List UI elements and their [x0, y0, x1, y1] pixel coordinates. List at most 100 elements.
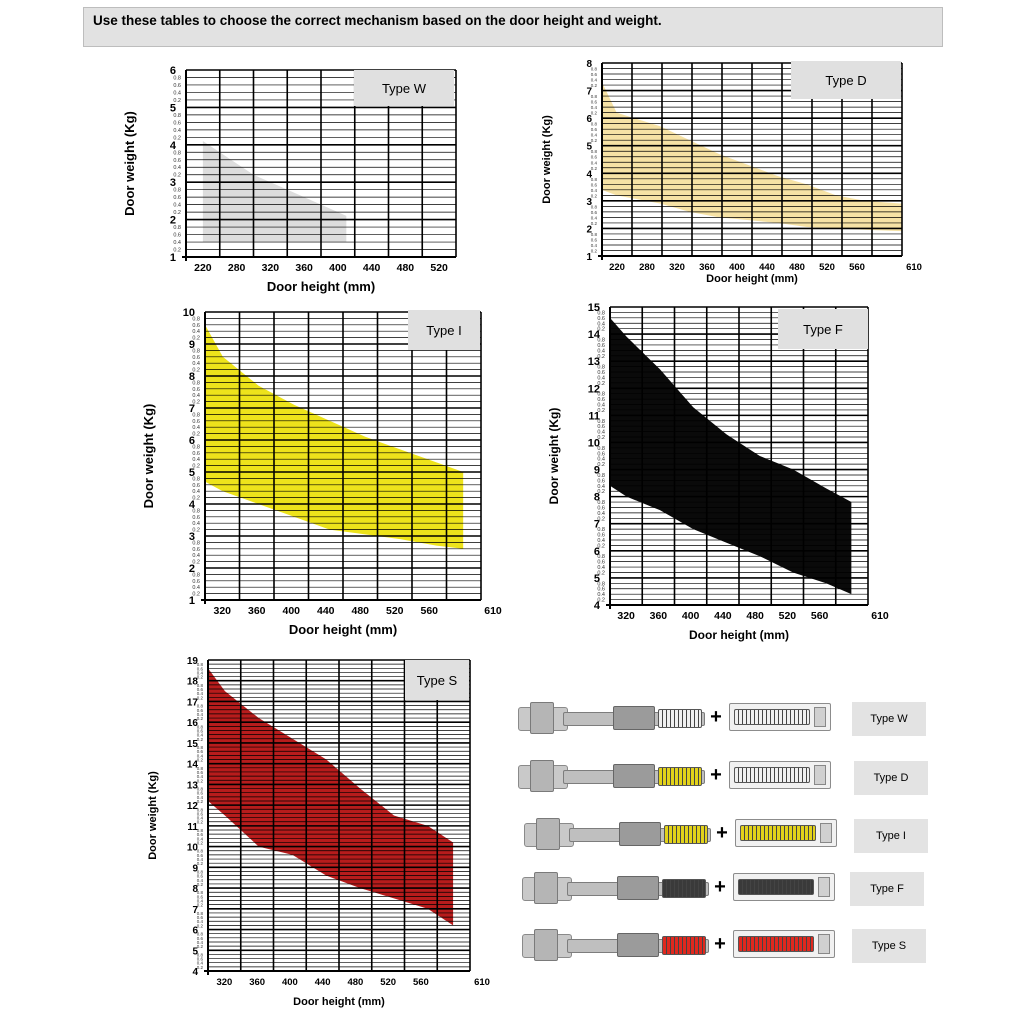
y-tick-label: 19: [187, 656, 199, 667]
minor-tick-label: 0.4: [173, 240, 181, 246]
x-tick-label: 400: [729, 262, 745, 273]
minor-tick-label: 0.8: [591, 67, 598, 72]
minor-tick-label: 0.4: [597, 592, 605, 598]
minor-tick-label: 0.8: [197, 869, 204, 874]
minor-tick-label: 0.6: [197, 666, 204, 671]
spring-coil: [662, 936, 706, 955]
mechanism-row-d: +: [518, 760, 831, 792]
minor-tick-label: 0.2: [597, 354, 605, 360]
minor-tick-label: 0.4: [197, 940, 204, 945]
minor-tick-label: 0.8: [597, 419, 605, 425]
y-tick-label: 9: [594, 465, 600, 477]
minor-tick-label: 0.2: [192, 560, 200, 566]
spring-cylinder-image: [729, 703, 831, 731]
minor-tick-label: 0.8: [597, 554, 605, 560]
minor-tick-label: 0.8: [591, 122, 598, 127]
minor-tick-label: 0.8: [192, 540, 200, 546]
x-tick-label: 520: [819, 262, 835, 273]
minor-tick-label: 0.8: [197, 807, 204, 812]
minor-tick-label: 0.8: [197, 704, 204, 709]
y-axis-label: Door weight (Kg): [141, 404, 156, 509]
instruction-text: Use these tables to choose the correct m…: [93, 13, 662, 28]
minor-tick-label: 0.4: [591, 188, 598, 193]
instruction-banner: Use these tables to choose the correct m…: [83, 7, 943, 47]
minor-tick-label: 0.4: [197, 836, 204, 841]
minor-tick-label: 0.6: [197, 770, 204, 775]
minor-tick-label: 0.6: [597, 587, 605, 593]
minor-tick-label: 0.6: [197, 811, 204, 816]
x-tick-label: 560: [849, 262, 865, 273]
minor-tick-label: 0.2: [197, 903, 204, 908]
minor-tick-label: 0.4: [591, 160, 598, 165]
minor-tick-label: 0.2: [597, 327, 605, 333]
minor-tick-label: 0.8: [197, 932, 204, 937]
x-tick-label: 220: [609, 262, 625, 273]
x-tick-label: 220: [194, 262, 212, 274]
y-tick-label: 10: [187, 843, 199, 854]
minor-tick-label: 0.4: [197, 878, 204, 883]
y-tick-label: 7: [594, 519, 600, 531]
minor-tick-label: 0.6: [597, 316, 605, 322]
spring-cylinder-image: [735, 819, 837, 847]
chart-title: Type I: [426, 323, 461, 338]
minor-tick-label: 0.6: [591, 210, 598, 215]
minor-tick-label: 0.4: [192, 521, 200, 527]
minor-tick-label: 0.6: [597, 370, 605, 376]
y-tick-label: 1: [189, 595, 195, 607]
feasible-range-area: [205, 324, 464, 549]
minor-tick-label: 0.2: [197, 965, 204, 970]
spring-cylinder-image: [733, 930, 835, 958]
y-tick-label: 14: [588, 329, 601, 341]
y-tick-label: 17: [187, 697, 199, 708]
minor-tick-label: 0.2: [197, 820, 204, 825]
plus-icon: +: [714, 932, 726, 955]
minor-tick-label: 0.6: [197, 749, 204, 754]
minor-tick-label: 0.4: [591, 105, 598, 110]
minor-tick-label: 0.4: [192, 393, 200, 399]
minor-tick-label: 0.6: [192, 483, 200, 489]
minor-tick-label: 0.2: [197, 695, 204, 700]
minor-tick-label: 0.4: [597, 457, 605, 463]
minor-tick-label: 0.8: [192, 444, 200, 450]
minor-tick-label: 0.4: [197, 816, 204, 821]
spring-cylinder-image: [733, 873, 835, 901]
x-tick-label: 610: [871, 610, 889, 622]
x-tick-label: 610: [474, 977, 490, 988]
minor-tick-label: 0.4: [591, 133, 598, 138]
type-label-w: Type W: [852, 702, 926, 736]
minor-tick-label: 0.2: [597, 435, 605, 441]
type-label-s: Type S: [852, 929, 926, 963]
hinge-arm-image: [524, 818, 711, 850]
y-tick-label: 9: [192, 863, 198, 874]
chart-title-box: [354, 70, 454, 106]
minor-tick-label: 0.4: [197, 691, 204, 696]
minor-tick-label: 0.6: [197, 728, 204, 733]
minor-tick-label: 0.4: [597, 403, 605, 409]
minor-tick-label: 0.4: [197, 899, 204, 904]
minor-tick-label: 0.8: [597, 365, 605, 371]
spring-coil: [658, 767, 702, 786]
minor-tick-label: 0.4: [597, 565, 605, 571]
minor-tick-label: 0.4: [597, 375, 605, 381]
hinge-arm-image: [518, 702, 705, 734]
x-tick-label: 400: [329, 262, 347, 274]
y-tick-label: 3: [189, 531, 195, 543]
minor-tick-label: 0.6: [591, 155, 598, 160]
minor-tick-label: 0.4: [197, 733, 204, 738]
chart-title-box: [408, 310, 480, 350]
minor-tick-label: 0.6: [597, 451, 605, 457]
y-tick-label: 18: [187, 677, 199, 688]
x-axis-label: Door height (mm): [293, 996, 385, 1008]
minor-tick-label: 0.2: [197, 923, 204, 928]
minor-tick-label: 0.2: [192, 528, 200, 534]
x-tick-label: 280: [228, 262, 246, 274]
minor-tick-label: 0.8: [197, 952, 204, 957]
y-tick-label: 4: [189, 499, 196, 511]
minor-tick-label: 0.8: [192, 476, 200, 482]
y-tick-label: 3: [170, 177, 176, 189]
minor-tick-label: 0.8: [597, 473, 605, 479]
minor-tick-label: 0.2: [597, 381, 605, 387]
minor-tick-label: 0.2: [192, 336, 200, 342]
minor-tick-label: 0.6: [591, 100, 598, 105]
y-tick-label: 4: [170, 140, 177, 152]
